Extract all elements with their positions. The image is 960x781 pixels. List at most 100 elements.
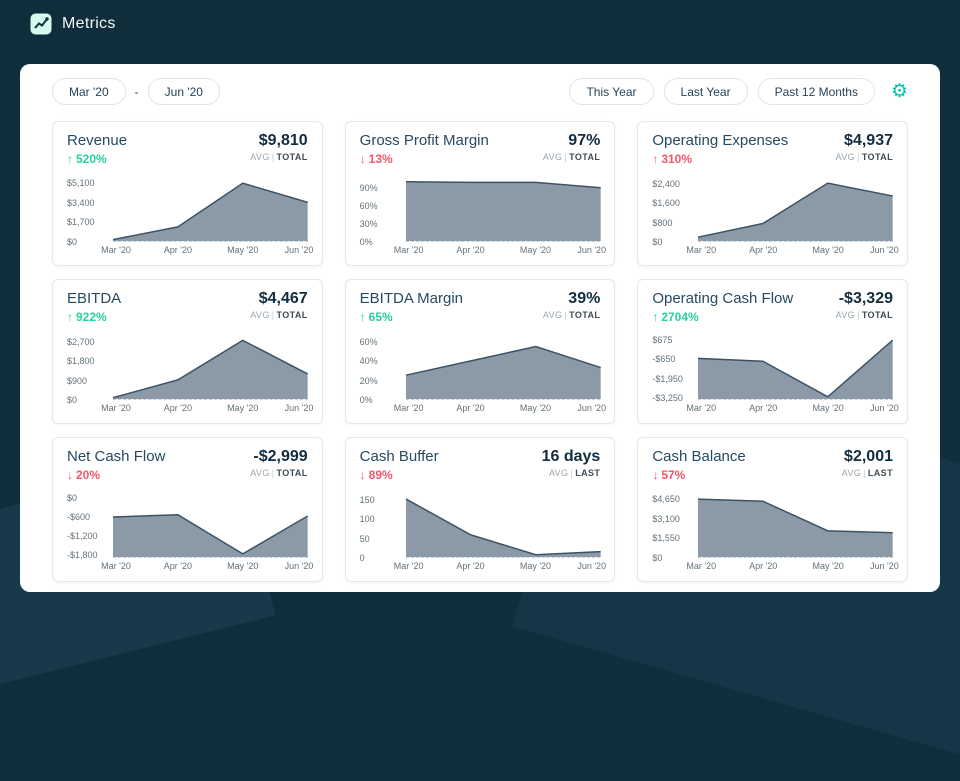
x-tick-label: Apr '20 [163, 245, 192, 255]
card-header: EBITDA Margin 39% [360, 290, 601, 308]
x-axis: Mar '20 Apr '20 May '20 Jun '20 [101, 561, 313, 573]
y-tick-label: 60% [359, 336, 378, 347]
metric-value: -$2,999 [253, 448, 308, 465]
agg-avg-label: AVG [835, 152, 856, 162]
filter-pill[interactable]: Past 12 Months [757, 78, 875, 105]
x-tick-label: Jun '20 [577, 403, 607, 413]
chart: 60% 40% 20% 0% Mar '20 Apr '20 May '20 Jun '20 [359, 332, 606, 415]
y-tick-label: -$3,250 [652, 392, 683, 403]
chart-plot [698, 496, 893, 558]
chart: $2,700 $1,800 $900 $0 Mar '20 Apr '20 May '20… [67, 332, 313, 415]
filter-pill[interactable]: This Year [569, 78, 654, 105]
change-percent: 89% [368, 468, 393, 482]
chart: $0 -$600 -$1,200 -$1,800 Mar '20 Apr '20 May … [67, 490, 313, 573]
arrow-down-icon: ↓ [652, 468, 659, 482]
area-line [406, 182, 601, 188]
x-tick-label: Mar '20 [393, 245, 424, 255]
x-tick-label: Jun '20 [284, 245, 314, 255]
area-fill [113, 514, 308, 557]
agg-avg-label: AVG [835, 310, 856, 320]
metric-card: EBITDA Margin 39% ↑ 65% AVG | TOTAL 60% 40%… [344, 279, 616, 424]
y-tick-label: 0 [359, 553, 365, 563]
filter-pill[interactable]: Last Year [663, 78, 748, 105]
y-tick-label: $2,700 [67, 336, 95, 347]
chart: $4,650 $3,100 $1,550 $0 Mar '20 Apr '20 May '… [652, 490, 898, 573]
x-axis: Mar '20 Apr '20 May '20 Jun '20 [101, 403, 313, 415]
x-tick-label: May '20 [812, 245, 844, 255]
x-tick-label: May '20 [812, 561, 844, 571]
change-percent: 520% [76, 152, 107, 166]
y-tick-label: $0 [652, 237, 663, 247]
gear-icon[interactable]: ⚙ [890, 81, 908, 102]
area-chart [698, 180, 893, 241]
area-fill [405, 346, 601, 399]
x-tick-label: Jun '20 [869, 245, 899, 255]
app-header: Metrics [0, 0, 960, 48]
plot-wrap: Mar '20 Apr '20 May '20 Jun '20 [686, 338, 899, 415]
preset-controls: This Year Last Year Past 12 Months ⚙ [569, 78, 908, 105]
x-tick-label: Jun '20 [869, 561, 899, 571]
agg-mode-label: TOTAL [276, 152, 308, 162]
area-line [113, 515, 308, 554]
x-tick-label: Apr '20 [749, 403, 778, 413]
plot-wrap: Mar '20 Apr '20 May '20 Jun '20 [101, 496, 313, 573]
y-tick-label: $1,700 [67, 217, 95, 228]
aggregation-label: AVG | LAST [842, 468, 893, 478]
agg-avg-label: AVG [841, 468, 862, 478]
card-header: EBITDA $4,467 [67, 290, 308, 308]
y-tick-label: 100 [359, 514, 375, 525]
date-range: Mar '20 - Jun '20 [52, 78, 220, 105]
card-subheader: ↑ 922% AVG | TOTAL [67, 310, 308, 324]
card-header: Cash Buffer 16 days [360, 448, 601, 466]
y-axis: $4,650 $3,100 $1,550 $0 [652, 494, 698, 563]
arrow-up-icon: ↑ [652, 152, 659, 166]
chart-plot [406, 338, 601, 400]
y-tick-label: -$1,200 [67, 531, 98, 542]
aggregation-label: AVG | LAST [549, 468, 600, 478]
y-tick-label: -$650 [652, 354, 676, 365]
y-tick-label: $3,400 [67, 197, 95, 208]
y-tick-label: $900 [67, 375, 88, 386]
y-axis: $2,700 $1,800 $900 $0 [67, 336, 113, 405]
chart-line-icon [30, 13, 52, 35]
x-tick-label: Jun '20 [284, 561, 314, 571]
agg-avg-label: AVG [250, 468, 270, 478]
change-percent: 922% [76, 310, 107, 324]
agg-mode-label: TOTAL [569, 310, 601, 320]
x-tick-label: Mar '20 [686, 245, 717, 255]
x-tick-label: Apr '20 [163, 403, 192, 413]
date-to-pill[interactable]: Jun '20 [147, 78, 220, 105]
y-tick-label: 0% [359, 237, 373, 247]
aggregation-label: AVG | TOTAL [250, 310, 307, 320]
y-axis: $675 -$650 -$1,950 -$3,250 [652, 334, 698, 403]
card-subheader: ↓ 57% AVG | LAST [652, 468, 893, 482]
plot-wrap: Mar '20 Apr '20 May '20 Jun '20 [686, 180, 899, 257]
y-tick-label: $0 [67, 395, 78, 405]
date-from-pill[interactable]: Mar '20 [52, 78, 126, 105]
y-tick-label: 90% [359, 182, 378, 193]
change-percent: 2704% [661, 310, 699, 324]
plot-wrap: Mar '20 Apr '20 May '20 Jun '20 [101, 180, 313, 257]
x-axis: Mar '20 Apr '20 May '20 Jun '20 [394, 403, 606, 415]
area-chart [698, 496, 893, 557]
agg-mode-label: TOTAL [569, 152, 601, 162]
x-tick-label: Mar '20 [101, 403, 131, 413]
metric-card: Cash Balance $2,001 ↓ 57% AVG | LAST $4,65… [637, 437, 908, 582]
x-axis: Mar '20 Apr '20 May '20 Jun '20 [394, 245, 606, 257]
metric-title: Operating Expenses [652, 132, 789, 149]
area-line [406, 499, 601, 555]
area-fill [698, 499, 893, 557]
x-tick-label: May '20 [227, 245, 259, 255]
agg-mode-label: LAST [867, 468, 893, 478]
area-fill [405, 499, 601, 557]
y-tick-label: $2,400 [652, 178, 680, 189]
y-tick-label: -$600 [67, 512, 91, 523]
change-badge: ↓ 57% [652, 468, 685, 482]
chart-plot [698, 180, 893, 242]
card-header: Operating Expenses $4,937 [652, 132, 893, 150]
x-tick-label: May '20 [227, 561, 259, 571]
area-line [698, 183, 893, 237]
aggregation-label: AVG | TOTAL [543, 152, 600, 162]
y-tick-label: $675 [652, 334, 673, 345]
x-tick-label: Mar '20 [393, 561, 424, 571]
